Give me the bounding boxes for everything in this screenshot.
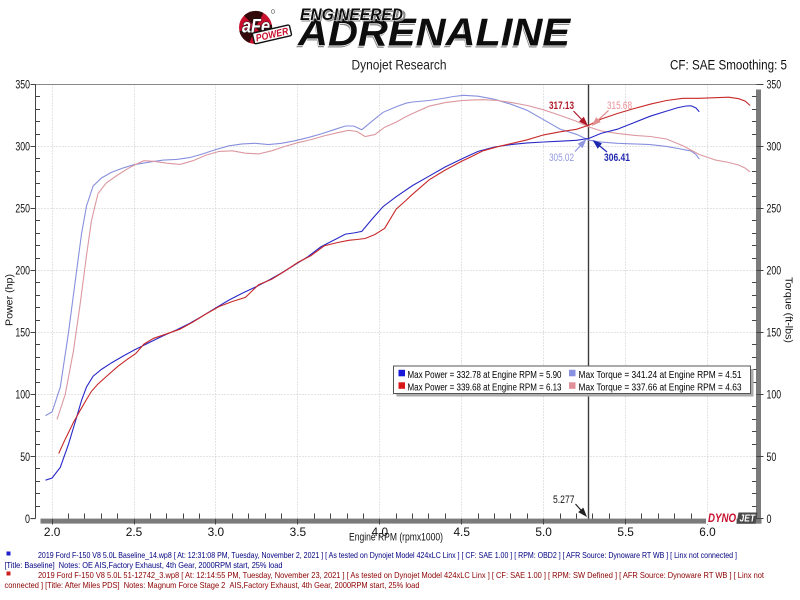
svg-text:Max Torque = 341.24 at Engine: Max Torque = 341.24 at Engine RPM = 4.51	[579, 370, 742, 381]
svg-text:4.5: 4.5	[453, 525, 470, 539]
svg-text:Dynojet Research: Dynojet Research	[352, 58, 447, 73]
svg-text:150: 150	[15, 326, 30, 340]
svg-text:250: 250	[767, 202, 782, 216]
svg-text:Max Power = 339.68 at Engine R: Max Power = 339.68 at Engine RPM = 6.13	[408, 382, 562, 393]
svg-text:100: 100	[767, 388, 782, 402]
svg-text:350: 350	[767, 78, 782, 92]
svg-text:300: 300	[767, 140, 782, 154]
svg-text:6.0: 6.0	[699, 525, 716, 539]
svg-text:306.41: 306.41	[604, 152, 630, 164]
svg-text:100: 100	[15, 388, 30, 402]
svg-text:3.0: 3.0	[208, 525, 225, 539]
svg-text:Power (hp): Power (hp)	[4, 274, 16, 326]
svg-text:4.0: 4.0	[372, 525, 389, 539]
svg-text:305.02: 305.02	[549, 152, 574, 164]
svg-text:150: 150	[767, 326, 782, 340]
svg-text:2019 Ford F-150 V8 5.0L 51-127: 2019 Ford F-150 V8 5.0L 51-12742_3.wp8 […	[38, 570, 765, 580]
svg-text:5.0: 5.0	[535, 525, 552, 539]
svg-text:5.5: 5.5	[617, 525, 634, 539]
svg-text:DYNO: DYNO	[708, 511, 737, 525]
svg-text:CF: SAE Smoothing: 5: CF: SAE Smoothing: 5	[670, 58, 787, 73]
svg-text:50: 50	[20, 450, 30, 464]
svg-text:[Title: Baseline] Notes: OE A: [Title: Baseline] Notes: OE AIS,Factory …	[5, 560, 283, 570]
svg-text:Engine RPM (rpmx1000): Engine RPM (rpmx1000)	[349, 532, 443, 544]
svg-text:connected ] [Title: After Mile: connected ] [Title: After Miles PDS] Not…	[5, 580, 420, 590]
svg-text:0: 0	[25, 512, 30, 526]
svg-text:250: 250	[15, 202, 30, 216]
svg-text:0: 0	[767, 512, 772, 526]
svg-text:315.68: 315.68	[607, 100, 632, 112]
svg-text:ENGINEERED: ENGINEERED	[300, 6, 403, 24]
svg-text:2019 Ford F-150 V8 5.0L Baseli: 2019 Ford F-150 V8 5.0L Baseline_14.wp8 …	[38, 550, 737, 560]
svg-text:Torque (ft-lbs): Torque (ft-lbs)	[783, 277, 795, 343]
svg-text:5.277: 5.277	[553, 494, 575, 506]
svg-text:50: 50	[767, 450, 777, 464]
svg-text:ENGINEERED: ENGINEERED	[301, 8, 406, 26]
svg-text:JET: JET	[740, 513, 757, 525]
svg-text:Max Power = 332.78 at Engine R: Max Power = 332.78 at Engine RPM = 5.90	[408, 370, 562, 381]
svg-text:350: 350	[15, 78, 30, 92]
svg-text:ADRENALINE: ADRENALINE	[296, 14, 570, 57]
svg-text:200: 200	[15, 264, 30, 278]
svg-text:ADRENALINE: ADRENALINE	[297, 12, 571, 55]
svg-text:200: 200	[767, 264, 782, 278]
svg-text:300: 300	[15, 140, 30, 154]
svg-text:317.13: 317.13	[549, 100, 574, 112]
svg-text:3.5: 3.5	[290, 525, 307, 539]
svg-text:2.5: 2.5	[126, 525, 143, 539]
svg-text:Max Torque = 337.66 at Engine: Max Torque = 337.66 at Engine RPM = 4.63	[579, 382, 742, 393]
svg-text:2.0: 2.0	[44, 525, 61, 539]
